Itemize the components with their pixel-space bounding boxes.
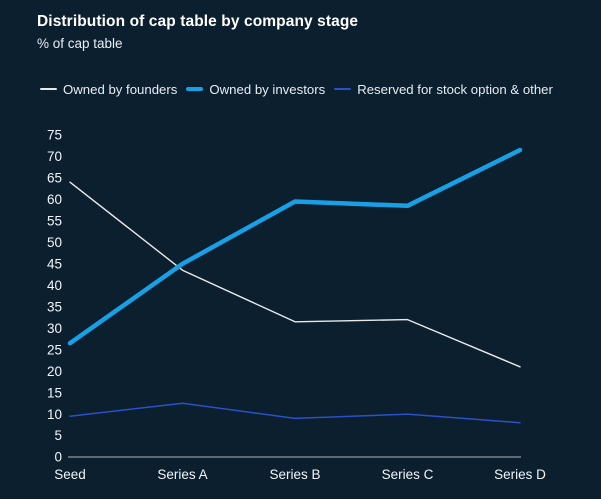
x-axis-category-label: Series C: [382, 467, 434, 482]
legend-item-investors: Owned by investors: [186, 82, 325, 97]
y-axis-tick-label: 5: [54, 428, 62, 443]
x-axis-category-label: Series A: [157, 467, 207, 482]
series-line-founders: [69, 181, 521, 368]
legend-item-reserved: Reserved for stock option & other: [334, 82, 553, 97]
y-axis-tick-label: 30: [47, 321, 62, 336]
y-axis-tick-label: 45: [47, 257, 62, 272]
x-axis-category-label: Series B: [269, 467, 320, 482]
chart-title: Distribution of cap table by company sta…: [37, 13, 359, 30]
legend-item-label: Owned by investors: [209, 81, 326, 97]
y-axis-tick-label: 75: [47, 128, 62, 143]
y-axis-tick-label: 60: [47, 192, 62, 207]
y-axis-tick-label: 40: [47, 278, 62, 293]
y-axis-tick-label: 25: [47, 342, 62, 357]
legend-item-founders: Owned by founders: [40, 82, 177, 97]
y-axis-tick-label: 0: [54, 450, 62, 465]
x-axis-category-label: Series D: [494, 467, 546, 482]
y-axis-tick-label: 50: [47, 235, 62, 250]
series-line-reserved: [69, 402, 521, 424]
investors-line-swatch-icon: [186, 86, 204, 92]
y-axis-tick-label: 70: [47, 149, 62, 164]
y-axis-tick-label: 65: [47, 171, 62, 186]
series-line-investors: [67, 147, 523, 346]
y-axis-tick-label: 10: [47, 407, 62, 422]
y-axis-tick-label: 15: [47, 385, 62, 400]
legend-item-label: Owned by founders: [63, 81, 178, 97]
y-axis-tick-label: 20: [47, 364, 62, 379]
chart-subtitle: % of cap table: [37, 36, 123, 51]
x-axis-category-label: Seed: [54, 467, 86, 482]
legend: Owned by founders Owned by investors Reser…: [40, 81, 553, 97]
legend-item-label: Reserved for stock option & other: [357, 81, 553, 97]
y-axis-tick-label: 35: [47, 299, 62, 314]
y-axis-tick-label: 55: [47, 214, 62, 229]
founders-line-swatch-icon: [40, 88, 57, 90]
reserved-line-swatch-icon: [334, 88, 352, 90]
